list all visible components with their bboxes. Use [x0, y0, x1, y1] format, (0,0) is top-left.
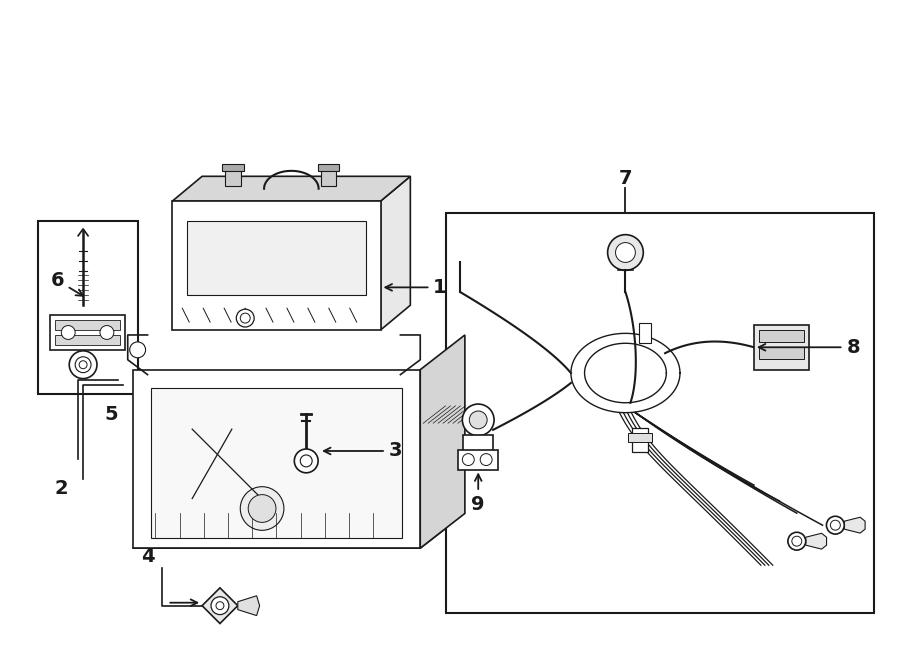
Circle shape: [61, 326, 76, 340]
Circle shape: [826, 516, 844, 534]
Bar: [39, 221, 138, 395]
Bar: [225, 168, 241, 186]
Bar: [446, 213, 874, 613]
Circle shape: [463, 453, 474, 465]
Bar: [759, 330, 804, 342]
Circle shape: [79, 361, 87, 369]
Circle shape: [469, 411, 487, 429]
Text: 3: 3: [324, 442, 402, 461]
Bar: [754, 325, 808, 369]
Bar: [150, 387, 402, 538]
Bar: [55, 320, 120, 330]
Bar: [132, 369, 420, 548]
Circle shape: [831, 520, 841, 530]
Circle shape: [130, 342, 146, 357]
Circle shape: [240, 313, 250, 323]
Text: 9: 9: [472, 474, 485, 514]
Bar: [458, 449, 498, 469]
Text: 6: 6: [50, 271, 83, 296]
Polygon shape: [844, 517, 865, 533]
Circle shape: [248, 495, 276, 522]
Bar: [187, 221, 365, 295]
Polygon shape: [420, 335, 465, 548]
Text: 7: 7: [618, 169, 632, 187]
Circle shape: [792, 536, 802, 546]
Bar: [464, 435, 493, 453]
Text: 2: 2: [55, 479, 68, 498]
Polygon shape: [172, 176, 410, 201]
Bar: [318, 164, 339, 171]
Bar: [55, 335, 120, 345]
Bar: [628, 432, 652, 442]
Circle shape: [240, 487, 284, 530]
Polygon shape: [202, 588, 238, 624]
Circle shape: [100, 326, 113, 340]
Bar: [759, 347, 804, 359]
Circle shape: [788, 532, 806, 550]
Text: 5: 5: [104, 404, 118, 424]
Circle shape: [616, 242, 635, 262]
Polygon shape: [238, 596, 259, 616]
Circle shape: [481, 453, 492, 465]
Circle shape: [76, 357, 91, 373]
Circle shape: [69, 351, 97, 379]
Circle shape: [237, 309, 254, 327]
Circle shape: [211, 596, 229, 614]
Circle shape: [294, 449, 318, 473]
Bar: [172, 201, 381, 330]
Circle shape: [608, 234, 643, 270]
Bar: [222, 164, 244, 171]
Bar: [320, 168, 337, 186]
Text: 8: 8: [759, 338, 859, 357]
Circle shape: [301, 455, 312, 467]
Polygon shape: [806, 534, 826, 549]
Polygon shape: [381, 176, 410, 330]
Circle shape: [463, 404, 494, 436]
Polygon shape: [132, 514, 465, 548]
Text: 4: 4: [140, 547, 155, 565]
Bar: [50, 315, 125, 350]
Circle shape: [216, 602, 224, 610]
Bar: [639, 324, 652, 344]
Bar: [633, 428, 648, 452]
Text: 1: 1: [385, 278, 447, 297]
